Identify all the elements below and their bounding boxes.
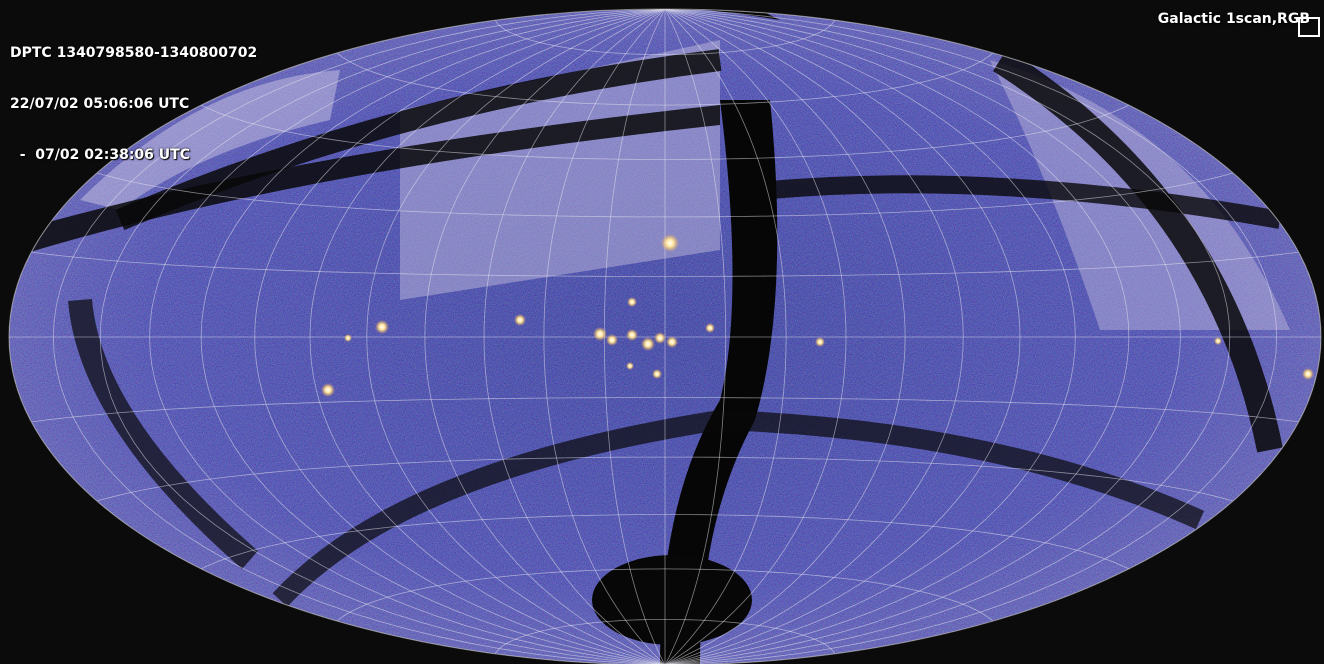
bright-source [1302,368,1314,380]
gap-band [272,409,1205,607]
bright-source [661,234,679,252]
info-line: 22/07/02 05:06:06 UTC [10,96,190,112]
bright-source [1214,337,1222,345]
pale-scan-region [80,70,340,210]
info-line: DPTC 1340798580-1340800702 [10,45,258,61]
gap-band [660,100,778,664]
parallel [494,619,836,655]
bright-source [606,334,618,346]
projection-label: Galactic 1scan,RGB [1157,11,1310,27]
bright-source [654,332,666,344]
parallel [336,52,994,106]
bright-source [627,297,637,307]
gap-band [68,298,258,570]
bright-source [321,383,335,397]
bright-source [815,337,825,347]
bright-source [652,369,662,379]
parallel [31,251,1299,277]
parallel [96,456,1234,502]
gap-band [769,175,1282,229]
bright-source [641,337,655,351]
expand-button[interactable] [1298,17,1320,37]
bright-sources [321,234,1314,397]
parallel [494,19,836,55]
hole [592,555,752,645]
bright-source [344,334,352,342]
parallel [336,568,994,622]
time-info: DPTC 1340798580-1340800702 22/07/02 05:0… [10,11,257,181]
parallel [200,104,1130,160]
parallel [96,172,1234,218]
bright-source [593,327,607,341]
bright-source [666,336,678,348]
bright-source [626,329,638,341]
bright-source [705,323,715,333]
parallel [31,397,1299,423]
bright-source [375,320,389,334]
gap-band [20,105,720,255]
bright-source [514,314,526,326]
gap-band [993,49,1283,453]
coordinate-grid [9,9,1321,664]
info-line: - 07/02 02:38:06 UTC [10,147,190,163]
map-outline [8,8,1322,664]
bright-source [626,362,634,370]
gap-band [115,49,722,231]
parallel [200,514,1130,570]
